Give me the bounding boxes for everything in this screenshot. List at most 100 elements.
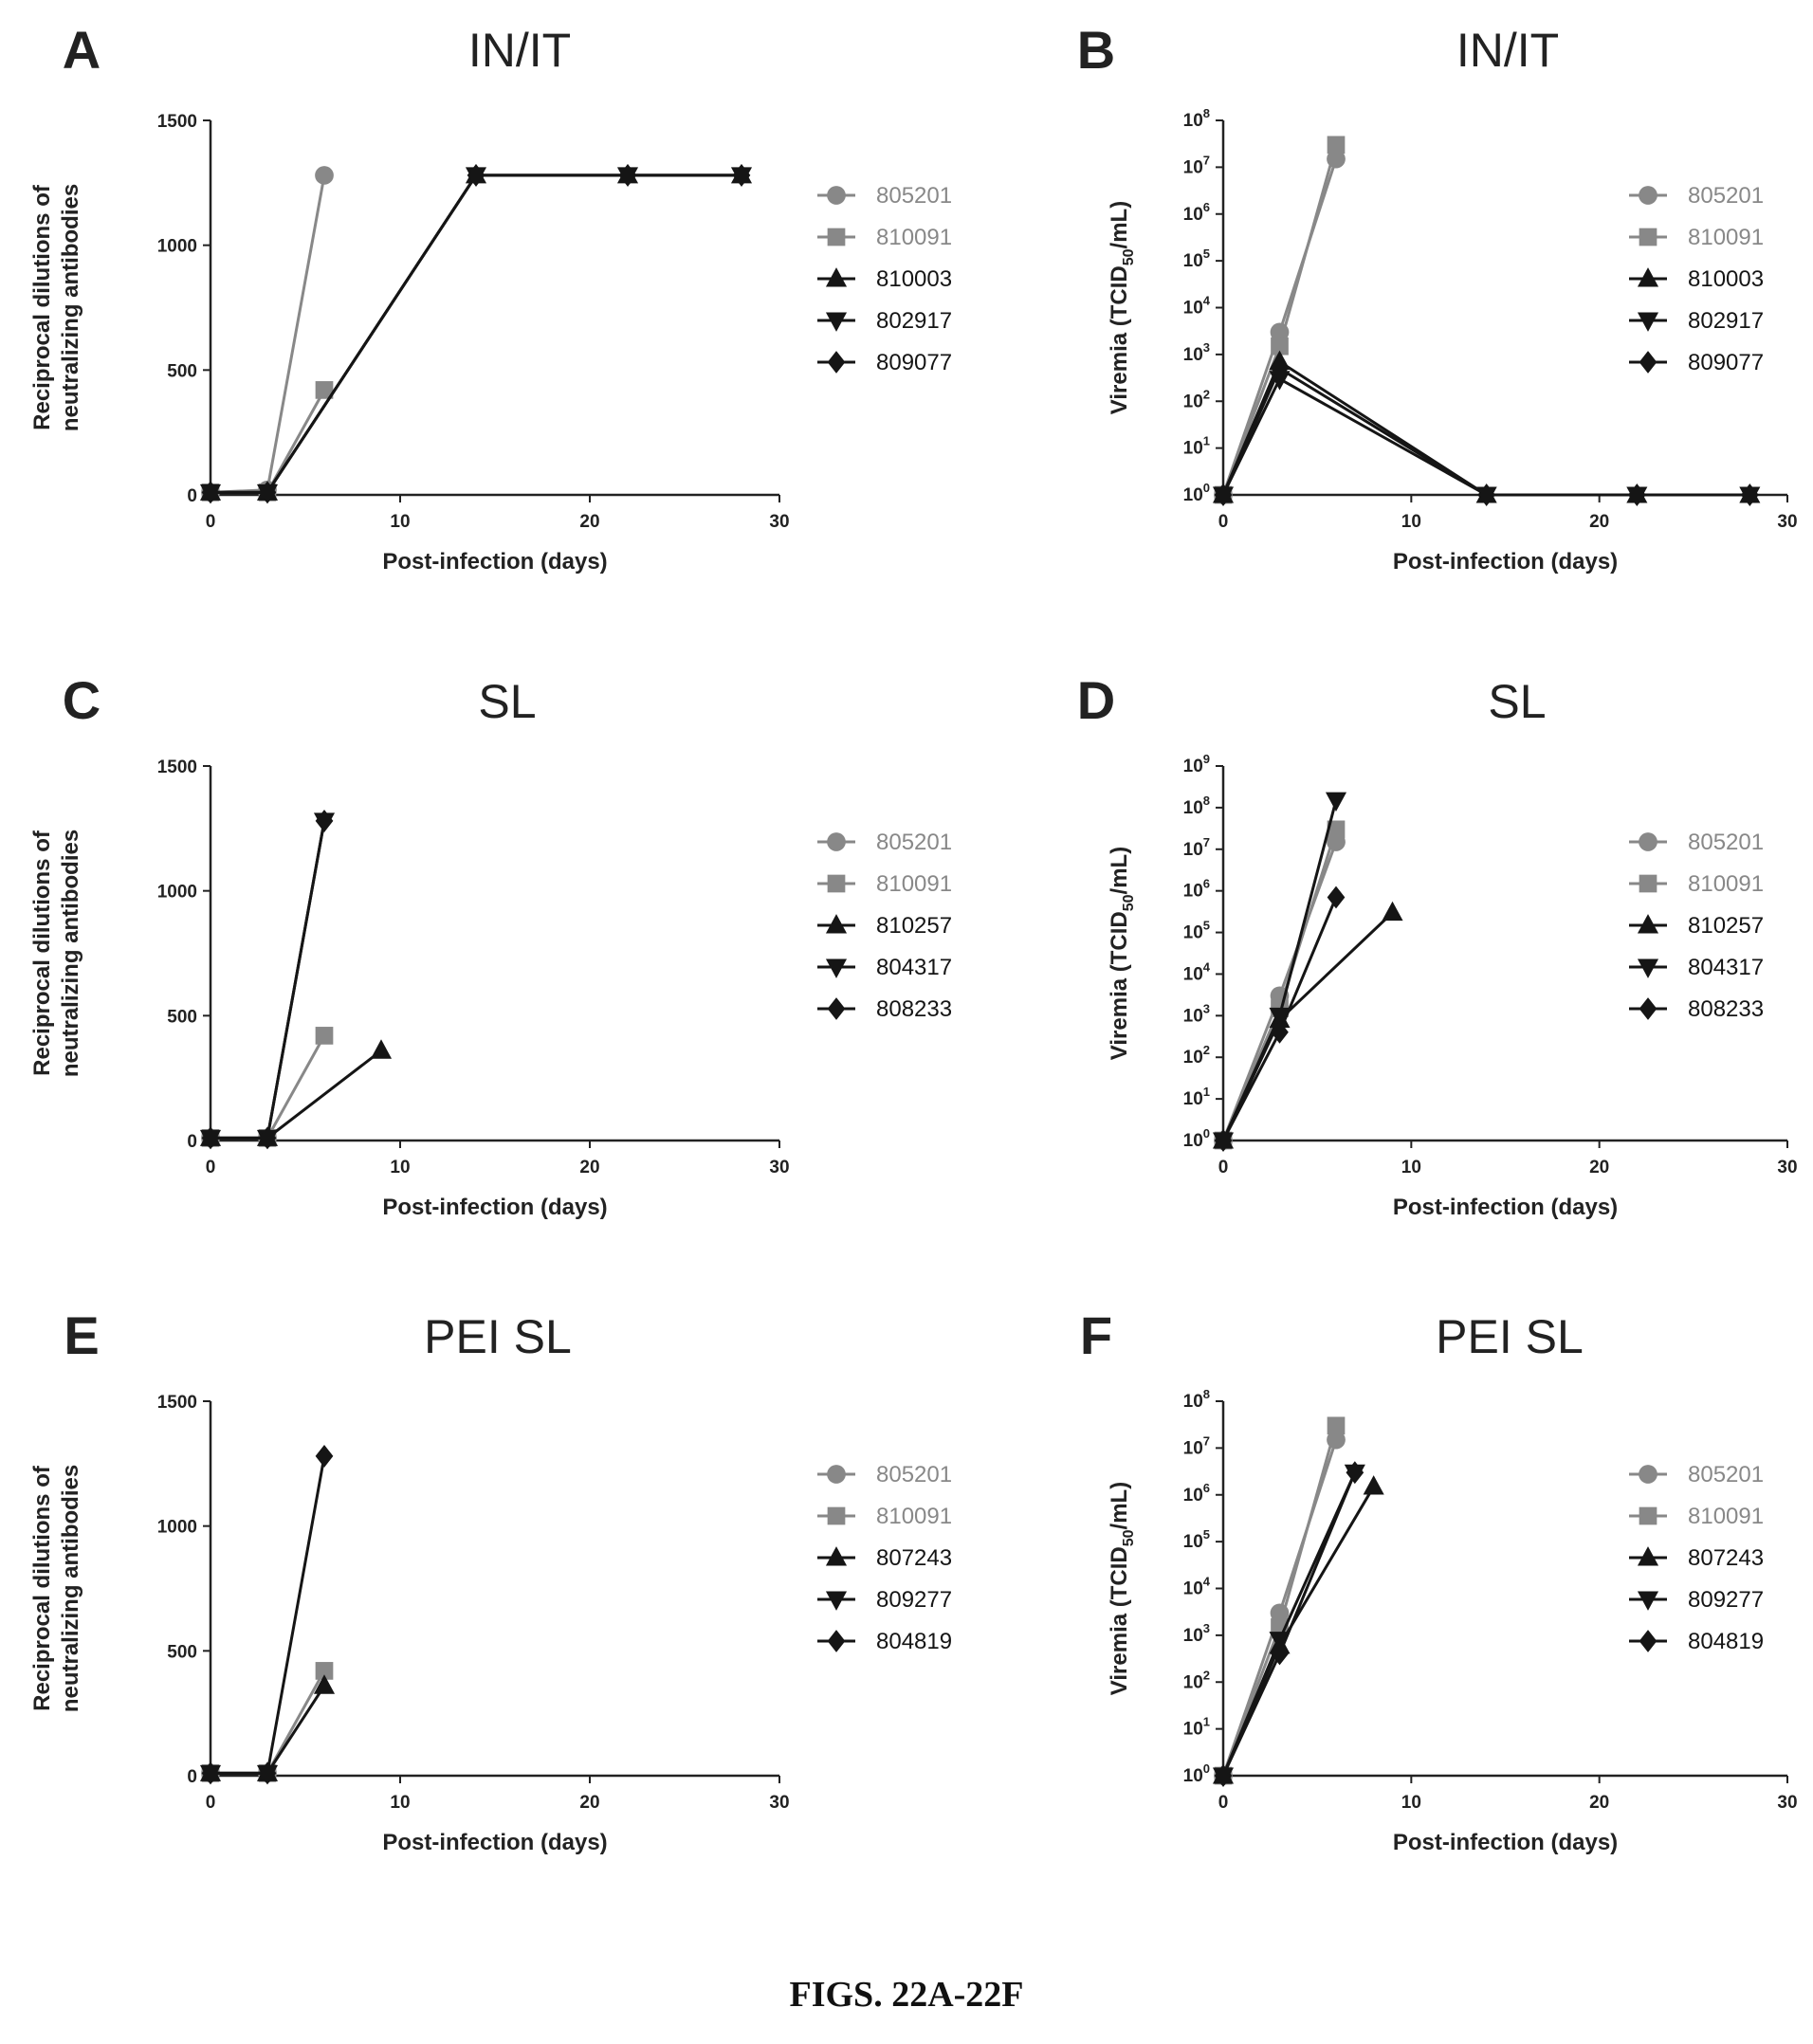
y-tick-exponent: 4 [1203, 294, 1211, 308]
series-805201 [1214, 149, 1346, 504]
panel-c: C SL 0 10 20 30 0 500 1000 1500 Post-infection (da… [29, 670, 952, 1220]
y-axis-title-line-1: Reciprocal dilutions of [29, 830, 55, 1076]
x-axis-title: Post-infection (days) [382, 1195, 607, 1220]
legend-label: 802917 [1688, 308, 1764, 334]
y-tick-label: 108 [1183, 106, 1210, 131]
panel-letter: E [64, 1305, 99, 1365]
x-tick-label: 10 [1401, 1158, 1421, 1177]
data-point [1327, 885, 1346, 909]
y-axis-title-part: Viremia (TCID [1107, 265, 1132, 414]
y-tick-base: 10 [1183, 111, 1203, 131]
y-tick-label: 100 [1183, 1761, 1210, 1786]
series-line [211, 820, 326, 1140]
y-axis-title-part: Viremia (TCID [1107, 1546, 1132, 1695]
y-tick-exponent: 8 [1203, 1387, 1210, 1401]
y-tick-base: 10 [1183, 1438, 1203, 1458]
y-tick-label: 106 [1183, 1481, 1210, 1506]
x-axis-title: Post-infection (days) [1393, 549, 1618, 575]
y-tick-base: 10 [1183, 1392, 1203, 1412]
y-tick-exponent: 1 [1203, 1715, 1210, 1729]
legend-item: 805201 [817, 1462, 952, 1487]
legend-circle-icon [1639, 1465, 1657, 1484]
legend-label: 809077 [1688, 350, 1764, 375]
y-tick-base: 10 [1183, 439, 1203, 459]
data-point [1325, 792, 1347, 812]
legend-item: 808233 [1629, 996, 1764, 1022]
legend-label: 810091 [1688, 225, 1764, 250]
y-tick-base: 10 [1183, 157, 1203, 177]
y-tick-base: 10 [1183, 1006, 1203, 1026]
legend-label: 808233 [876, 996, 952, 1022]
legend-item: 810091 [817, 871, 952, 897]
series-810003 [1212, 350, 1761, 503]
y-axis-title-subscript: 50 [1121, 1529, 1137, 1546]
legend-item: 810003 [1629, 266, 1764, 292]
legend-label: 808233 [1688, 996, 1764, 1022]
panel-a: A IN/IT 0 10 20 30 0 500 1000 1500 Post-infection … [29, 20, 952, 575]
panel-title: PEI SL [1436, 1310, 1584, 1363]
panel-letter: A [63, 20, 101, 80]
y-tick-label: 107 [1183, 153, 1210, 177]
legend-triangle-up-icon [1637, 1546, 1659, 1566]
series-line [211, 1455, 326, 1775]
y-tick-exponent: 6 [1203, 1481, 1210, 1495]
data-point [1363, 1475, 1384, 1495]
y-axis-title-subscript: 50 [1121, 894, 1137, 911]
legend-label: 810091 [876, 225, 952, 250]
y-tick-exponent: 5 [1203, 919, 1210, 933]
data-point [1214, 1129, 1233, 1152]
y-tick-base: 10 [1183, 798, 1203, 818]
data-point [1327, 136, 1346, 155]
y-tick-base: 10 [1183, 299, 1203, 319]
legend-label: 804819 [1688, 1629, 1764, 1654]
legend-square-icon [1639, 228, 1657, 246]
legend-item: 802917 [1629, 308, 1764, 334]
legend-square-icon [1639, 874, 1657, 893]
data-point [370, 1039, 393, 1059]
legend-item: 809277 [817, 1587, 952, 1613]
legend-square-icon [827, 874, 846, 893]
legend-label: 804317 [1688, 955, 1764, 980]
data-point [315, 1445, 334, 1468]
series-809077 [201, 164, 751, 504]
y-tick-label: 101 [1183, 434, 1210, 459]
data-point [201, 481, 220, 504]
data-point [1214, 1764, 1233, 1787]
legend-label: 809277 [1688, 1587, 1764, 1613]
y-tick-label: 1500 [157, 1393, 197, 1413]
x-tick-label: 10 [1401, 512, 1421, 532]
x-tick-label: 0 [206, 1158, 216, 1177]
y-tick-label: 105 [1183, 1527, 1210, 1552]
y-tick-base: 10 [1183, 1579, 1203, 1599]
legend-triangle-up-icon [1637, 267, 1659, 287]
legend-label: 810091 [1688, 871, 1764, 897]
y-tick-label: 500 [167, 1642, 197, 1662]
y-tick-exponent: 8 [1203, 106, 1210, 120]
x-tick-label: 10 [1401, 1793, 1421, 1813]
y-tick-label: 104 [1183, 1575, 1211, 1599]
legend-item: 804317 [1629, 955, 1764, 980]
y-tick-label: 106 [1183, 200, 1210, 225]
legend-item: 810091 [1629, 1504, 1764, 1529]
legend-diamond-icon [1639, 1630, 1657, 1652]
y-tick-label: 1000 [157, 237, 197, 257]
data-point [1271, 356, 1289, 380]
y-tick-label: 105 [1183, 246, 1210, 271]
y-tick-base: 10 [1183, 392, 1203, 411]
legend-item: 808233 [817, 996, 952, 1022]
x-tick-label: 10 [390, 1793, 410, 1813]
y-axis-title-line-1: Reciprocal dilutions of [29, 1465, 55, 1711]
legend-circle-icon [827, 832, 846, 851]
y-tick-label: 104 [1183, 294, 1211, 319]
legend-item: 810091 [1629, 225, 1764, 250]
x-tick-label: 0 [1218, 1793, 1229, 1813]
y-tick-base: 10 [1183, 1672, 1203, 1692]
y-tick-label: 0 [187, 1767, 197, 1787]
y-axis-title: Viremia (TCID50/mL) [1107, 1482, 1137, 1695]
legend-item: 810257 [817, 913, 952, 939]
series-line [1221, 911, 1394, 1141]
legend-square-icon [1639, 1506, 1657, 1525]
x-tick-label: 10 [390, 512, 410, 532]
legend-square-icon [827, 228, 846, 246]
